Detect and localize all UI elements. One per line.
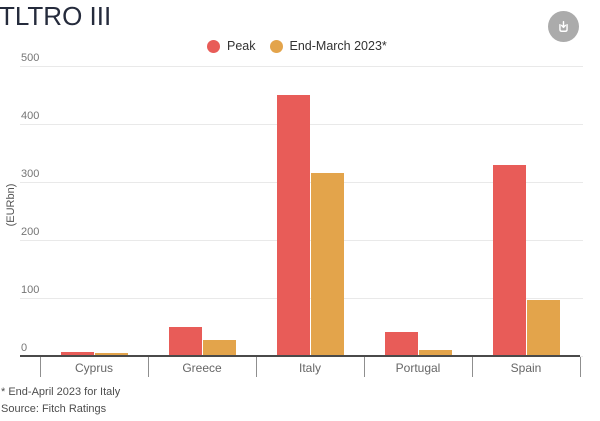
y-tick-label: 500	[21, 52, 40, 64]
y-tick-label: 300	[21, 168, 40, 180]
x-axis-tick	[255, 357, 257, 377]
category-label-spain: Spain	[510, 361, 542, 375]
bar-end-march-2023-italy[interactable]	[310, 173, 344, 356]
y-tick-label: 100	[21, 284, 40, 296]
bar-peak-cyprus[interactable]	[60, 351, 94, 356]
chart-title: TLTRO III	[0, 1, 112, 31]
legend-dot	[207, 39, 220, 53]
y-tick-label: 400	[21, 110, 40, 122]
bar-peak-italy[interactable]	[276, 95, 310, 356]
bar-peak-greece[interactable]	[168, 327, 202, 356]
y-tick-label: 0	[21, 342, 28, 354]
y-tick-label: 200	[21, 226, 40, 238]
bar-peak-spain[interactable]	[492, 164, 526, 356]
bar-end-march-2023-cyprus[interactable]	[94, 353, 128, 356]
category-label-portugal: Portugal	[395, 361, 441, 375]
x-axis-tick	[471, 357, 473, 377]
gridline	[20, 66, 583, 67]
category-label-italy: Italy	[298, 361, 321, 375]
y-axis-label: (EURbn)	[5, 183, 17, 227]
legend-label: End-March 2023*	[289, 39, 387, 53]
x-axis-tick	[579, 357, 581, 377]
legend-label: Peak	[227, 39, 256, 53]
legend-item-end-march-2023: End-March 2023*	[269, 39, 387, 53]
bar-end-march-2023-spain[interactable]	[526, 300, 560, 356]
x-axis-tick	[39, 357, 41, 377]
x-axis-tick	[147, 357, 149, 377]
download-icon	[554, 17, 573, 36]
x-axis-line	[20, 355, 580, 357]
footnote: * End-April 2023 for Italy	[1, 386, 121, 398]
bar-peak-portugal[interactable]	[384, 331, 418, 356]
download-button[interactable]	[548, 11, 579, 42]
legend-item-peak: Peak	[207, 39, 256, 53]
category-label-greece: Greece	[182, 361, 222, 375]
chart-legend: Peak End-March 2023*	[207, 39, 387, 53]
legend-dot	[269, 39, 283, 53]
bar-end-march-2023-greece[interactable]	[202, 340, 236, 356]
bar-end-march-2023-portugal[interactable]	[418, 350, 452, 356]
x-axis-tick	[363, 357, 365, 377]
category-label-cyprus: Cyprus	[74, 361, 113, 375]
source-note: Source: Fitch Ratings	[1, 403, 107, 415]
